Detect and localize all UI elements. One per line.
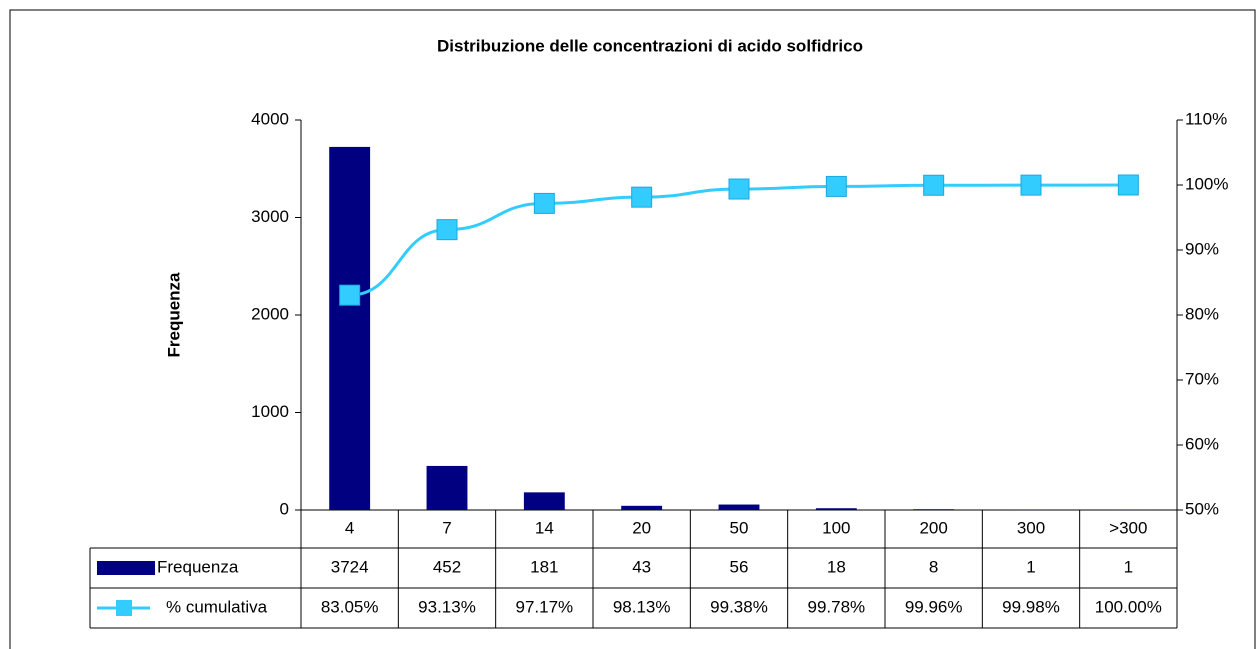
table-value: 452 [433, 557, 461, 576]
y2-tick-label: 50% [1185, 499, 1219, 518]
marker [1020, 174, 1042, 196]
table-value: 100.00% [1095, 597, 1162, 616]
y2-tick-label: 100% [1185, 174, 1228, 193]
table-value: 97.17% [515, 597, 573, 616]
marker [631, 186, 653, 208]
marker [533, 192, 555, 214]
table-value: 43 [632, 557, 651, 576]
table-value: 99.96% [905, 597, 963, 616]
bar [815, 508, 857, 510]
y2-tick-label: 70% [1185, 369, 1219, 388]
legend-marker [116, 600, 132, 616]
x-tick-label: 300 [1017, 518, 1045, 537]
table-value: 99.98% [1002, 597, 1060, 616]
table-value: 1 [1026, 557, 1035, 576]
x-tick-label: 14 [535, 518, 554, 537]
legend-swatch [97, 561, 155, 575]
y2-tick-label: 80% [1185, 304, 1219, 323]
x-tick-label: 20 [632, 518, 651, 537]
y-tick-label: 3000 [251, 207, 289, 226]
x-tick-label: 50 [730, 518, 749, 537]
bar [913, 509, 955, 510]
bar [718, 504, 760, 510]
y-axis-title: Frequenza [164, 272, 183, 358]
marker [339, 284, 361, 306]
y-tick-label: 4000 [251, 109, 289, 128]
y2-tick-label: 90% [1185, 239, 1219, 258]
table-value: 93.13% [418, 597, 476, 616]
y2-tick-label: 110% [1185, 109, 1227, 128]
y-tick-label: 1000 [251, 402, 289, 421]
x-tick-label: >300 [1109, 518, 1147, 537]
table-value: 56 [730, 557, 749, 576]
table-value: 83.05% [321, 597, 379, 616]
bar [621, 505, 663, 510]
bar [523, 492, 565, 510]
marker [436, 219, 458, 241]
line [349, 183, 1129, 297]
marker [1117, 174, 1139, 196]
legend-label: % cumulativa [166, 597, 268, 616]
chart-area [9, 9, 1256, 649]
table-value: 3724 [331, 557, 369, 576]
x-tick-label: 7 [442, 518, 451, 537]
legend-label: Frequenza [157, 557, 239, 576]
y2-tick-label: 60% [1185, 434, 1219, 453]
y-tick-label: 0 [280, 499, 289, 518]
table-value: 99.38% [710, 597, 768, 616]
y-tick-label: 2000 [251, 304, 289, 323]
table-value: 181 [530, 557, 558, 576]
chart-title: Distribuzione delle concentrazioni di ac… [437, 36, 863, 55]
table-value: 99.78% [807, 597, 865, 616]
marker [728, 178, 750, 200]
x-tick-label: 4 [345, 518, 354, 537]
table-value: 18 [827, 557, 846, 576]
x-tick-label: 100 [822, 518, 850, 537]
bar [426, 465, 468, 510]
table-value: 98.13% [613, 597, 671, 616]
marker [825, 175, 847, 197]
marker [923, 174, 945, 196]
table-value: 8 [929, 557, 938, 576]
table-value: 1 [1124, 557, 1133, 576]
x-tick-label: 200 [919, 518, 947, 537]
bar [329, 146, 371, 510]
